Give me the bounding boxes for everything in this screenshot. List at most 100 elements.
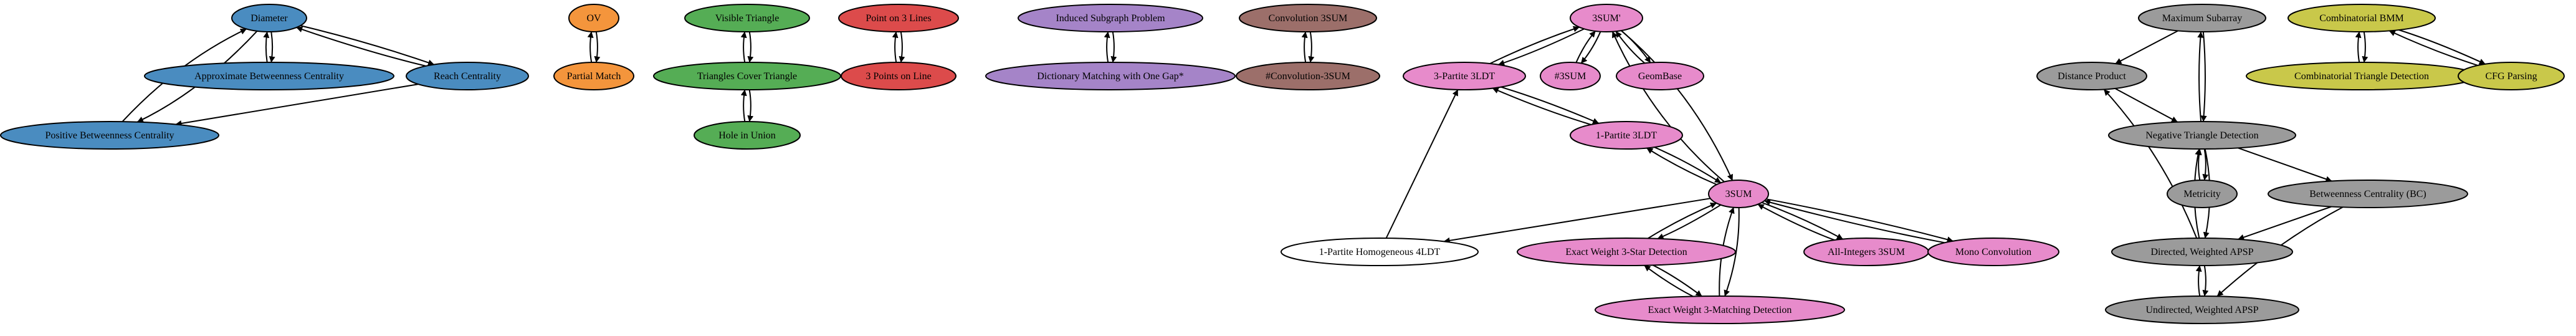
node-shape <box>2458 62 2565 90</box>
edge-3sum-to-3sump <box>1611 31 1725 183</box>
edge-line <box>2355 31 2362 63</box>
edge-3p3ldt-to-3sump <box>1489 26 1580 64</box>
node-cbmm: Combinatorial BMM <box>2287 4 2436 32</box>
edge-line <box>1644 264 1694 297</box>
edge-conv3sum-to-sconv <box>1308 31 1315 63</box>
edge-3sump-to-3sum <box>1621 30 1734 181</box>
edge-line <box>1615 31 1646 64</box>
node-shape <box>1517 238 1736 266</box>
node-shape <box>684 4 810 32</box>
node-label: CFG Parsing <box>2485 71 2537 82</box>
edge-dp-to-ntd <box>2114 88 2178 123</box>
edge-line <box>1724 207 1740 297</box>
edge-line <box>1763 199 1945 244</box>
node-label: #3SUM <box>1555 71 1586 82</box>
edge-line <box>2197 31 2204 122</box>
node-label: OV <box>586 13 601 24</box>
node-reach: Reach Centrality <box>406 62 529 90</box>
node-maxsub: Maximum Subarray <box>2138 4 2266 32</box>
edge-line <box>263 31 270 63</box>
node-shape <box>553 62 634 90</box>
node-shape <box>1239 4 1377 32</box>
node-shape <box>838 4 959 32</box>
node-mono: Mono Convolution <box>1927 238 2059 266</box>
edge-line <box>2388 30 2478 66</box>
edge-line <box>1443 198 1710 244</box>
node-shape <box>1570 4 1643 32</box>
edge-line <box>1757 203 1835 241</box>
edge-ai3sum-to-3sum <box>1757 203 1835 241</box>
edge-line <box>1646 147 1717 185</box>
edge-ew3s-to-3sum <box>1648 202 1717 239</box>
edge-line <box>2103 89 2198 239</box>
edge-maxsub-to-ntd <box>2200 31 2207 122</box>
node-dwapsp: Directed, Weighted APSP <box>2111 238 2293 266</box>
node-3sum: 3SUM <box>1708 180 1769 208</box>
edge-line <box>1489 26 1580 64</box>
node-vistri: Visible Triangle <box>684 4 810 32</box>
edge-line <box>1654 146 1722 184</box>
edge-1p4ldt-to-3p3ldt <box>1385 89 1459 239</box>
edge-line <box>2238 147 2332 183</box>
node-shape <box>2108 121 2296 150</box>
edge-line <box>740 89 747 122</box>
node-label: Approximate Betweenness Centrality <box>194 71 344 82</box>
node-label: GeomBase <box>1638 71 1682 82</box>
edge-3sum-to-ew3m <box>1724 207 1740 297</box>
edge-isp-to-dm <box>1110 31 1117 63</box>
node-label: Betweenness Centrality (BC) <box>2309 189 2426 199</box>
edge-partial-to-ov <box>587 31 594 63</box>
edge-line <box>892 31 899 63</box>
node-shape <box>694 121 801 150</box>
edge-line <box>300 25 435 66</box>
edge-ew3m-to-ew3s <box>1644 264 1694 297</box>
edge-line <box>1498 28 1585 66</box>
edge-3sum-to-ai3sum <box>1761 201 1843 240</box>
node-ctd: Combinatorial Triangle Detection <box>2246 62 2478 90</box>
node-label: #Convolution-3SUM <box>1266 71 1350 82</box>
edge-3p3ldt-to-1p3ldt <box>1500 86 1600 124</box>
node-partial: Partial Match <box>553 62 634 90</box>
edge-line <box>1580 31 1601 64</box>
node-label: Reach Centrality <box>434 71 501 82</box>
edge-line <box>1657 204 1722 239</box>
node-shape <box>1236 62 1380 90</box>
node-1p3ldt: 1-Partite 3LDT <box>1570 121 1683 150</box>
node-shape <box>1616 62 1704 90</box>
edge-line <box>740 31 747 63</box>
edge-line <box>899 31 905 63</box>
node-label: Negative Triangle Detection <box>2145 130 2258 141</box>
node-uwapsp: Undirected, Weighted APSP <box>2105 295 2299 324</box>
node-shape <box>1595 295 1845 324</box>
node-shape <box>1927 238 2059 266</box>
edge-line <box>2202 265 2209 297</box>
edge-abc-to-diameter <box>263 31 270 63</box>
edge-s3sum-to-3sump <box>1575 31 1596 63</box>
edge-line <box>296 26 426 67</box>
node-shape <box>231 4 307 32</box>
node-hole: Hole in Union <box>694 121 801 150</box>
node-s3sum: #3SUM <box>1540 62 1601 90</box>
node-label: 1-Partite Homogeneous 4LDT <box>1319 247 1441 257</box>
edge-line <box>1385 89 1459 239</box>
edge-ew3s-to-ew3m <box>1653 264 1702 297</box>
node-sconv: #Convolution-3SUM <box>1236 62 1380 90</box>
edge-ctd-to-cbmm <box>2355 31 2362 63</box>
edge-line <box>747 89 754 122</box>
node-ov: OV <box>568 4 619 32</box>
node-dp: Distance Product <box>2036 62 2147 90</box>
node-shape <box>1281 238 1479 266</box>
node-shape <box>2111 238 2293 266</box>
edge-line <box>1648 202 1717 239</box>
edge-line <box>1492 87 1591 125</box>
node-shape <box>144 62 394 90</box>
edge-line <box>2115 30 2178 64</box>
edge-bc-to-dwapsp <box>2238 206 2332 241</box>
node-label: Directed, Weighted APSP <box>2150 247 2253 257</box>
edge-line <box>1575 31 1596 63</box>
node-shape <box>1708 180 1769 208</box>
node-metric: Metricity <box>2167 180 2238 208</box>
node-geom: GeomBase <box>1616 62 1704 90</box>
node-3p3ldt: 3-Partite 3LDT <box>1403 62 1526 90</box>
edge-3sump-to-s3sum <box>1580 31 1601 64</box>
